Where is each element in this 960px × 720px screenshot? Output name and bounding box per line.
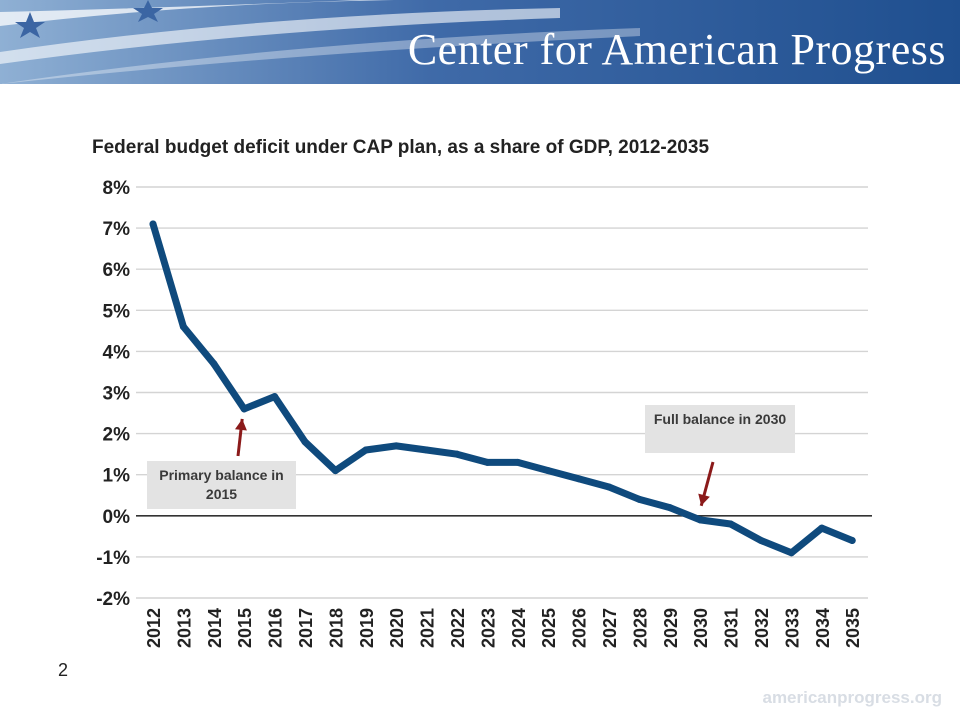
x-tick-label: 2027 — [600, 608, 620, 648]
annotation-arrowhead — [234, 418, 247, 431]
data-point — [149, 220, 157, 228]
data-point — [544, 467, 552, 475]
y-tick-label: 6% — [103, 260, 131, 281]
data-point — [696, 516, 704, 524]
data-point — [635, 495, 643, 503]
y-tick-label: 8% — [103, 178, 131, 199]
data-point — [818, 524, 826, 532]
y-tick-label: 1% — [103, 466, 131, 487]
y-tick-label: 4% — [103, 342, 131, 363]
x-tick-label: 2031 — [722, 608, 742, 648]
gridlines — [136, 186, 872, 599]
data-point — [514, 458, 522, 466]
data-point — [727, 520, 735, 528]
header-banner — [0, 0, 960, 84]
x-tick-label: 2026 — [570, 608, 590, 648]
data-points — [149, 220, 856, 557]
data-point — [301, 438, 309, 446]
y-tick-label: -1% — [96, 548, 130, 569]
x-axis-tick-labels: 2012 2013 2014 2015 2016 2017 2018 2019 2020 2021… — [144, 608, 863, 648]
x-tick-label: 2032 — [752, 608, 772, 648]
x-tick-label: 2020 — [387, 608, 407, 648]
y-tick-label: 5% — [103, 301, 131, 322]
annotation-arrows — [234, 418, 715, 507]
x-tick-label: 2021 — [418, 608, 438, 648]
annotation-arrowhead — [698, 493, 710, 506]
chart-title: Federal budget deficit under CAP plan, a… — [92, 137, 709, 158]
x-tick-label: 2024 — [509, 608, 529, 648]
x-tick-label: 2014 — [205, 608, 225, 648]
organization-title: Center for American Progress — [407, 25, 946, 74]
data-point — [787, 549, 795, 557]
star-icon — [15, 12, 45, 38]
annotation-primary-balance: Primary balance in 2015 — [147, 461, 296, 509]
x-tick-label: 2035 — [843, 608, 863, 648]
data-point — [666, 504, 674, 512]
y-tick-label: 3% — [103, 384, 131, 405]
data-point — [757, 536, 765, 544]
x-tick-label: 2012 — [144, 608, 164, 648]
data-point — [423, 446, 431, 454]
data-point — [392, 442, 400, 450]
slide-number: 2 — [58, 660, 69, 680]
x-tick-label: 2019 — [357, 608, 377, 648]
x-tick-label: 2013 — [174, 608, 194, 648]
x-tick-label: 2029 — [661, 608, 681, 648]
x-tick-label: 2030 — [691, 608, 711, 648]
x-tick-label: 2015 — [235, 608, 255, 648]
data-point — [331, 467, 339, 475]
data-point — [271, 393, 279, 401]
data-point — [179, 323, 187, 331]
x-tick-label: 2023 — [478, 608, 498, 648]
data-point — [575, 475, 583, 483]
y-axis-tick-labels: 8% 7% 6% 5% 4% 3% 2% 1% 0% -1% -2% — [96, 178, 130, 610]
x-tick-label: 2033 — [782, 608, 802, 648]
x-tick-label: 2017 — [296, 608, 316, 648]
data-point — [605, 483, 613, 491]
y-tick-label: 0% — [103, 507, 131, 528]
x-tick-label: 2016 — [266, 608, 286, 648]
series-line — [149, 220, 856, 557]
data-point — [848, 536, 856, 544]
data-point — [483, 458, 491, 466]
footer-url: americanprogress.org — [762, 688, 942, 707]
x-tick-label: 2034 — [813, 608, 833, 648]
star-icon — [133, 0, 163, 22]
x-tick-label: 2018 — [326, 608, 346, 648]
y-tick-label: 7% — [103, 219, 131, 240]
y-tick-label: -2% — [96, 589, 130, 610]
data-point — [362, 446, 370, 454]
data-point — [210, 360, 218, 368]
x-tick-label: 2022 — [448, 608, 468, 648]
x-tick-label: 2028 — [630, 608, 650, 648]
data-point — [240, 405, 248, 413]
data-point — [453, 450, 461, 458]
y-tick-label: 2% — [103, 425, 131, 446]
annotation-full-balance: Full balance in 2030 — [645, 405, 795, 453]
x-tick-label: 2025 — [539, 608, 559, 648]
